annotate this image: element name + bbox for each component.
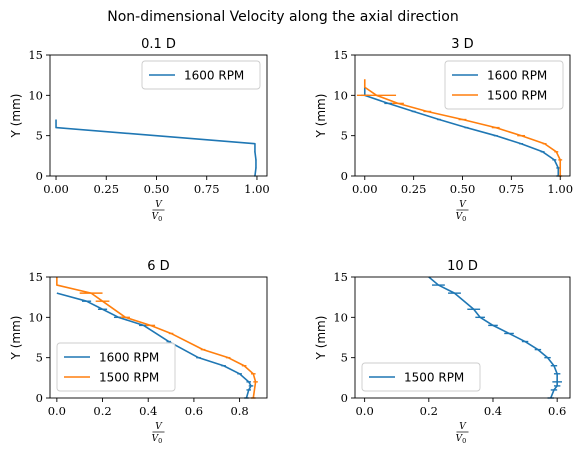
x-tick-label: 0.00	[352, 182, 378, 196]
x-label-denominator: V0	[152, 434, 163, 445]
legend-box	[444, 60, 564, 110]
series-line-1	[55, 119, 257, 177]
series-line-2	[363, 79, 562, 176]
x-tick-label: 0.2	[420, 404, 438, 418]
x-tick-label: 0.8	[230, 404, 248, 418]
y-tick-label: 5	[341, 351, 348, 365]
x-tick-label: 0.4	[139, 404, 157, 418]
x-label-numerator: V	[459, 422, 467, 432]
x-tick-label: 0.4	[484, 404, 502, 418]
y-axis-label: Y (mm)	[9, 316, 23, 361]
legend: 1500 RPM	[361, 362, 481, 392]
series-line-1	[363, 87, 560, 176]
legend-label: 1500 RPM	[99, 371, 159, 385]
x-tick-label: 0.6	[548, 404, 566, 418]
subplot-title: 3 D	[451, 37, 473, 52]
x-tick-label: 0.75	[194, 182, 220, 196]
legend-box	[141, 60, 261, 90]
x-label-numerator: V	[459, 200, 467, 210]
subplot-title: 10 D	[447, 259, 478, 274]
x-tick-label: 0.6	[185, 404, 203, 418]
y-tick-label: 10	[333, 88, 348, 102]
y-axis-label: Y (mm)	[314, 316, 328, 361]
legend: 1600 RPM 1500 RPM	[56, 342, 176, 392]
y-tick-label: 0	[36, 391, 43, 405]
y-tick-label: 0	[341, 169, 348, 183]
axes-frame	[354, 276, 571, 399]
legend: 1600 RPM	[141, 60, 261, 90]
x-label-denominator: V0	[152, 212, 163, 223]
legend-label: 1500 RPM	[487, 89, 547, 103]
legend: 1600 RPM 1500 RPM	[444, 60, 564, 110]
x-tick-label: 0.0	[48, 404, 66, 418]
figure-suptitle: Non-dimensional Velocity along the axial…	[107, 9, 458, 25]
x-label-denominator: V0	[456, 434, 467, 445]
subplot-4: 10 D 0.0 0.2 0.4 0.6 0 5 10 15 Y (mm) V V0 1500 RPM	[314, 259, 571, 445]
legend-label: 1500 RPM	[404, 371, 464, 385]
y-axis-label: Y (mm)	[9, 94, 23, 139]
x-tick-label: 0.75	[499, 182, 525, 196]
x-label-numerator: V	[155, 422, 163, 432]
series-line-1	[428, 276, 558, 399]
subplot-3: 6 D 0.0 0.2 0.4 0.6 0.8 0 5 10 15 Y (mm) V V0 1600 RP…	[9, 259, 268, 445]
subplot-2: 3 D 0.00 0.25 0.50 0.75 1.00 0 5 10 15 Y (mm) V V0 16…	[314, 37, 573, 223]
y-tick-label: 0	[341, 391, 348, 405]
x-label-numerator: V	[155, 200, 163, 210]
x-label-denominator: V0	[456, 212, 467, 223]
y-tick-label: 5	[36, 351, 43, 365]
y-tick-label: 15	[333, 270, 348, 284]
axes-frame	[49, 54, 268, 177]
x-tick-label: 0.50	[450, 182, 476, 196]
x-tick-label: 0.25	[93, 182, 119, 196]
y-tick-label: 10	[28, 310, 43, 324]
x-tick-label: 0.2	[93, 404, 111, 418]
y-tick-label: 15	[333, 48, 348, 62]
y-axis-label: Y (mm)	[314, 94, 328, 139]
legend-label: 1600 RPM	[487, 69, 547, 83]
y-tick-label: 0	[36, 169, 43, 183]
y-tick-label: 10	[333, 310, 348, 324]
legend-label: 1600 RPM	[99, 351, 159, 365]
y-tick-label: 15	[28, 48, 43, 62]
legend-label: 1600 RPM	[184, 69, 244, 83]
axes-frame	[49, 276, 268, 399]
x-tick-label: 1.00	[244, 182, 270, 196]
y-tick-label: 5	[341, 129, 348, 143]
legend-box	[56, 342, 176, 392]
subplot-title: 6 D	[147, 259, 169, 274]
y-tick-label: 15	[28, 270, 43, 284]
x-tick-label: 0.0	[355, 404, 373, 418]
x-tick-label: 0.00	[43, 182, 69, 196]
y-tick-label: 5	[36, 129, 43, 143]
y-tick-label: 10	[28, 88, 43, 102]
x-tick-label: 1.00	[547, 182, 573, 196]
legend-box	[361, 362, 481, 392]
subplot-title: 0.1 D	[141, 37, 176, 52]
subplot-1: 0.1 D 0.00 0.25 0.50 0.75 1.00 0 5 10 15 Y (mm) V V0…	[9, 37, 270, 223]
x-tick-label: 0.25	[401, 182, 427, 196]
x-tick-label: 0.50	[144, 182, 170, 196]
